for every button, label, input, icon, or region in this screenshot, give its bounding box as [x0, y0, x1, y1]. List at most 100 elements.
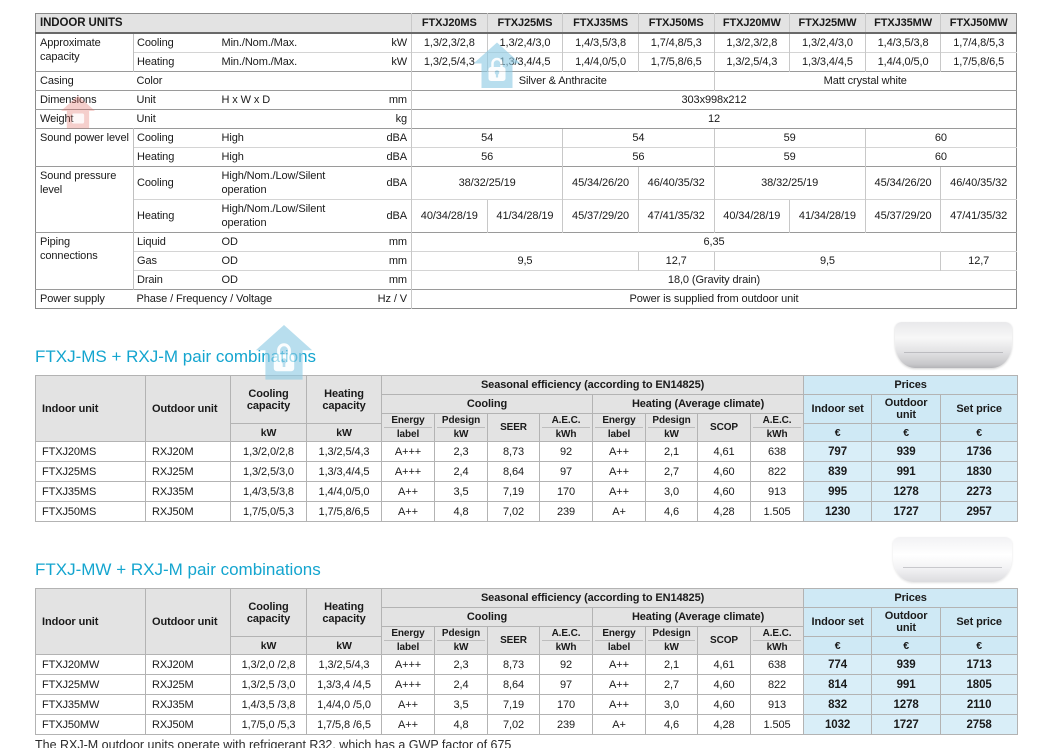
heating-aec-cell: 913	[749, 694, 805, 715]
combo-outdoor-unit-cell: RXJ35M	[145, 694, 231, 715]
heating-pdesign-cell: 2,1	[645, 441, 698, 462]
seer-cell: 7,19	[487, 694, 540, 715]
heating-aec-cell: 638	[749, 654, 805, 675]
energy-label-column-header: Energy label	[381, 413, 435, 442]
scop-cell: 4,28	[697, 501, 751, 522]
outdoor-unit-price-column-header: Outdoor unit	[871, 394, 942, 424]
spec-value: 1,3/3,4/4,5	[789, 52, 866, 72]
euro-unit-header: €	[803, 636, 873, 655]
cooling-aec-cell: 92	[539, 441, 593, 462]
spec-value: 9,5	[713, 251, 941, 271]
column-header-line: Pdesign	[437, 415, 485, 428]
indoor-set-column-header: Indoor set	[803, 394, 873, 424]
ms-combinations-table: Indoor unit Outdoor unit Cooling capacity H…	[35, 375, 1019, 522]
spec-unit: mm	[370, 232, 412, 252]
spec-row: Sound power level Cooling High dBA 54 54 59 60	[35, 128, 1017, 167]
spec-unit: dBA	[370, 166, 412, 200]
combo-indoor-unit-cell: FTXJ25MS	[35, 461, 146, 482]
indoor-unit-column-header: Indoor unit	[35, 375, 146, 442]
seer-cell: 8,73	[487, 441, 540, 462]
spec-group-label: Weight	[35, 109, 134, 129]
spec-value: 56	[562, 147, 714, 167]
column-header-unit: kW	[664, 642, 679, 653]
heating-pdesign-cell: 4,6	[645, 501, 698, 522]
spec-value: 60	[864, 128, 1017, 148]
model-column-header: FTXJ20MS	[411, 13, 488, 34]
combo-cooling-capacity-cell: 1,7/5,0 /5,3	[230, 714, 307, 735]
column-header-unit: label	[607, 429, 631, 440]
spec-group-label: Casing	[35, 71, 134, 91]
spec-desc: High	[218, 147, 371, 167]
spec-sub-label: Cooling	[133, 32, 219, 53]
combo-cooling-capacity-cell: 1,3/2,5 /3,0	[230, 674, 307, 695]
column-header-line: Energy	[595, 415, 643, 428]
spec-desc: High/Nom./Low/Silent operation	[218, 166, 371, 200]
outdoor-unit-price-cell: 1727	[871, 714, 942, 735]
column-header-unit: kWh	[555, 429, 577, 440]
combo-row: FTXJ20MW RXJ20M 1,3/2,0 /2,8 1,3/2,5/4,3 A++…	[35, 654, 1019, 675]
scop-column-header: SCOP	[697, 626, 751, 655]
indoor-unit-photo-silver	[895, 322, 1012, 368]
spec-sub-label: Color	[133, 71, 219, 91]
outdoor-unit-price-cell: 991	[871, 674, 942, 695]
spec-sub-label: Unit	[133, 90, 219, 110]
cooling-energy-label-cell: A+++	[381, 461, 435, 482]
cooling-pdesign-cell: 2,4	[434, 461, 488, 482]
spec-sub-label: Cooling	[133, 128, 219, 148]
combo-row: FTXJ50MW RXJ50M 1,7/5,0 /5,3 1,7/5,8 /6,5 A+…	[35, 714, 1019, 735]
heating-energy-label-cell: A++	[592, 694, 646, 715]
heating-subheader: Heating (Average climate)	[591, 394, 805, 414]
column-header-line: A.E.C.	[542, 415, 590, 428]
indoor-set-price-cell: 774	[803, 654, 873, 675]
combo-outdoor-unit-cell: RXJ50M	[145, 501, 231, 522]
column-header-line: Energy	[384, 415, 432, 428]
set-price-column-header: Set price	[940, 607, 1019, 637]
heating-energy-label-cell: A++	[592, 481, 646, 502]
spec-value: 46/40/35/32	[637, 166, 714, 200]
spec-unit: dBA	[370, 128, 412, 148]
spec-group-label: Piping connections	[35, 232, 134, 290]
spec-unit: mm	[370, 90, 412, 110]
spec-value: 12,7	[637, 251, 714, 271]
spec-unit: dBA	[370, 147, 412, 167]
spec-sub-label: Liquid	[133, 232, 219, 252]
spec-value: 9,5	[411, 251, 639, 271]
outdoor-unit-price-column-header: Outdoor unit	[871, 607, 942, 637]
indoor-set-column-header: Indoor set	[803, 607, 873, 637]
combo-outdoor-unit-cell: RXJ35M	[145, 481, 231, 502]
spec-value: 38/32/25/19	[713, 166, 866, 200]
spec-row: Piping connections Liquid OD mm 6,35	[35, 232, 1017, 290]
spec-value: 45/34/26/20	[562, 166, 639, 200]
euro-unit-header: €	[803, 423, 873, 442]
spec-row: Gas OD mm 9,5 12,7 9,5 12,7	[36, 251, 1017, 271]
heating-aec-cell: 1.505	[749, 501, 805, 522]
spec-value: 59	[713, 128, 866, 148]
spec-value: Matt crystal white	[713, 71, 1017, 91]
spec-value: 45/34/26/20	[864, 166, 941, 200]
heating-capacity-column-header: Heating capacity	[306, 375, 382, 424]
seer-column-header: SEER	[487, 413, 540, 442]
euro-unit-header: €	[940, 636, 1019, 655]
outdoor-unit-column-header: Outdoor unit	[145, 375, 231, 442]
column-header-unit: kW	[453, 642, 469, 653]
cooling-subheader: Cooling	[381, 394, 593, 414]
spec-unit: kg	[370, 109, 412, 129]
seer-cell: 7,02	[487, 501, 540, 522]
cooling-aec-cell: 239	[539, 714, 593, 735]
model-column-header: FTXJ20MW	[713, 13, 790, 34]
spec-value: 1,3/2,5/4,3	[713, 52, 790, 72]
spec-value: 56	[410, 147, 563, 167]
aec-column-header: A.E.C. kWh	[749, 626, 805, 655]
heating-energy-label-cell: A+	[592, 714, 646, 735]
model-column-header: FTXJ35MS	[562, 13, 639, 34]
column-header-unit: kWh	[555, 642, 577, 653]
heating-aec-cell: 822	[749, 674, 805, 695]
outdoor-unit-column-header: Outdoor unit	[145, 588, 231, 655]
indoor-set-price-cell: 839	[803, 461, 873, 482]
heating-subheader: Heating (Average climate)	[591, 607, 805, 627]
set-price-cell: 2957	[940, 501, 1019, 522]
indoor-set-price-cell: 814	[803, 674, 873, 695]
spec-value: 45/37/29/20	[864, 199, 941, 233]
spec-value: 1,3/2,3/2,8	[713, 32, 790, 53]
